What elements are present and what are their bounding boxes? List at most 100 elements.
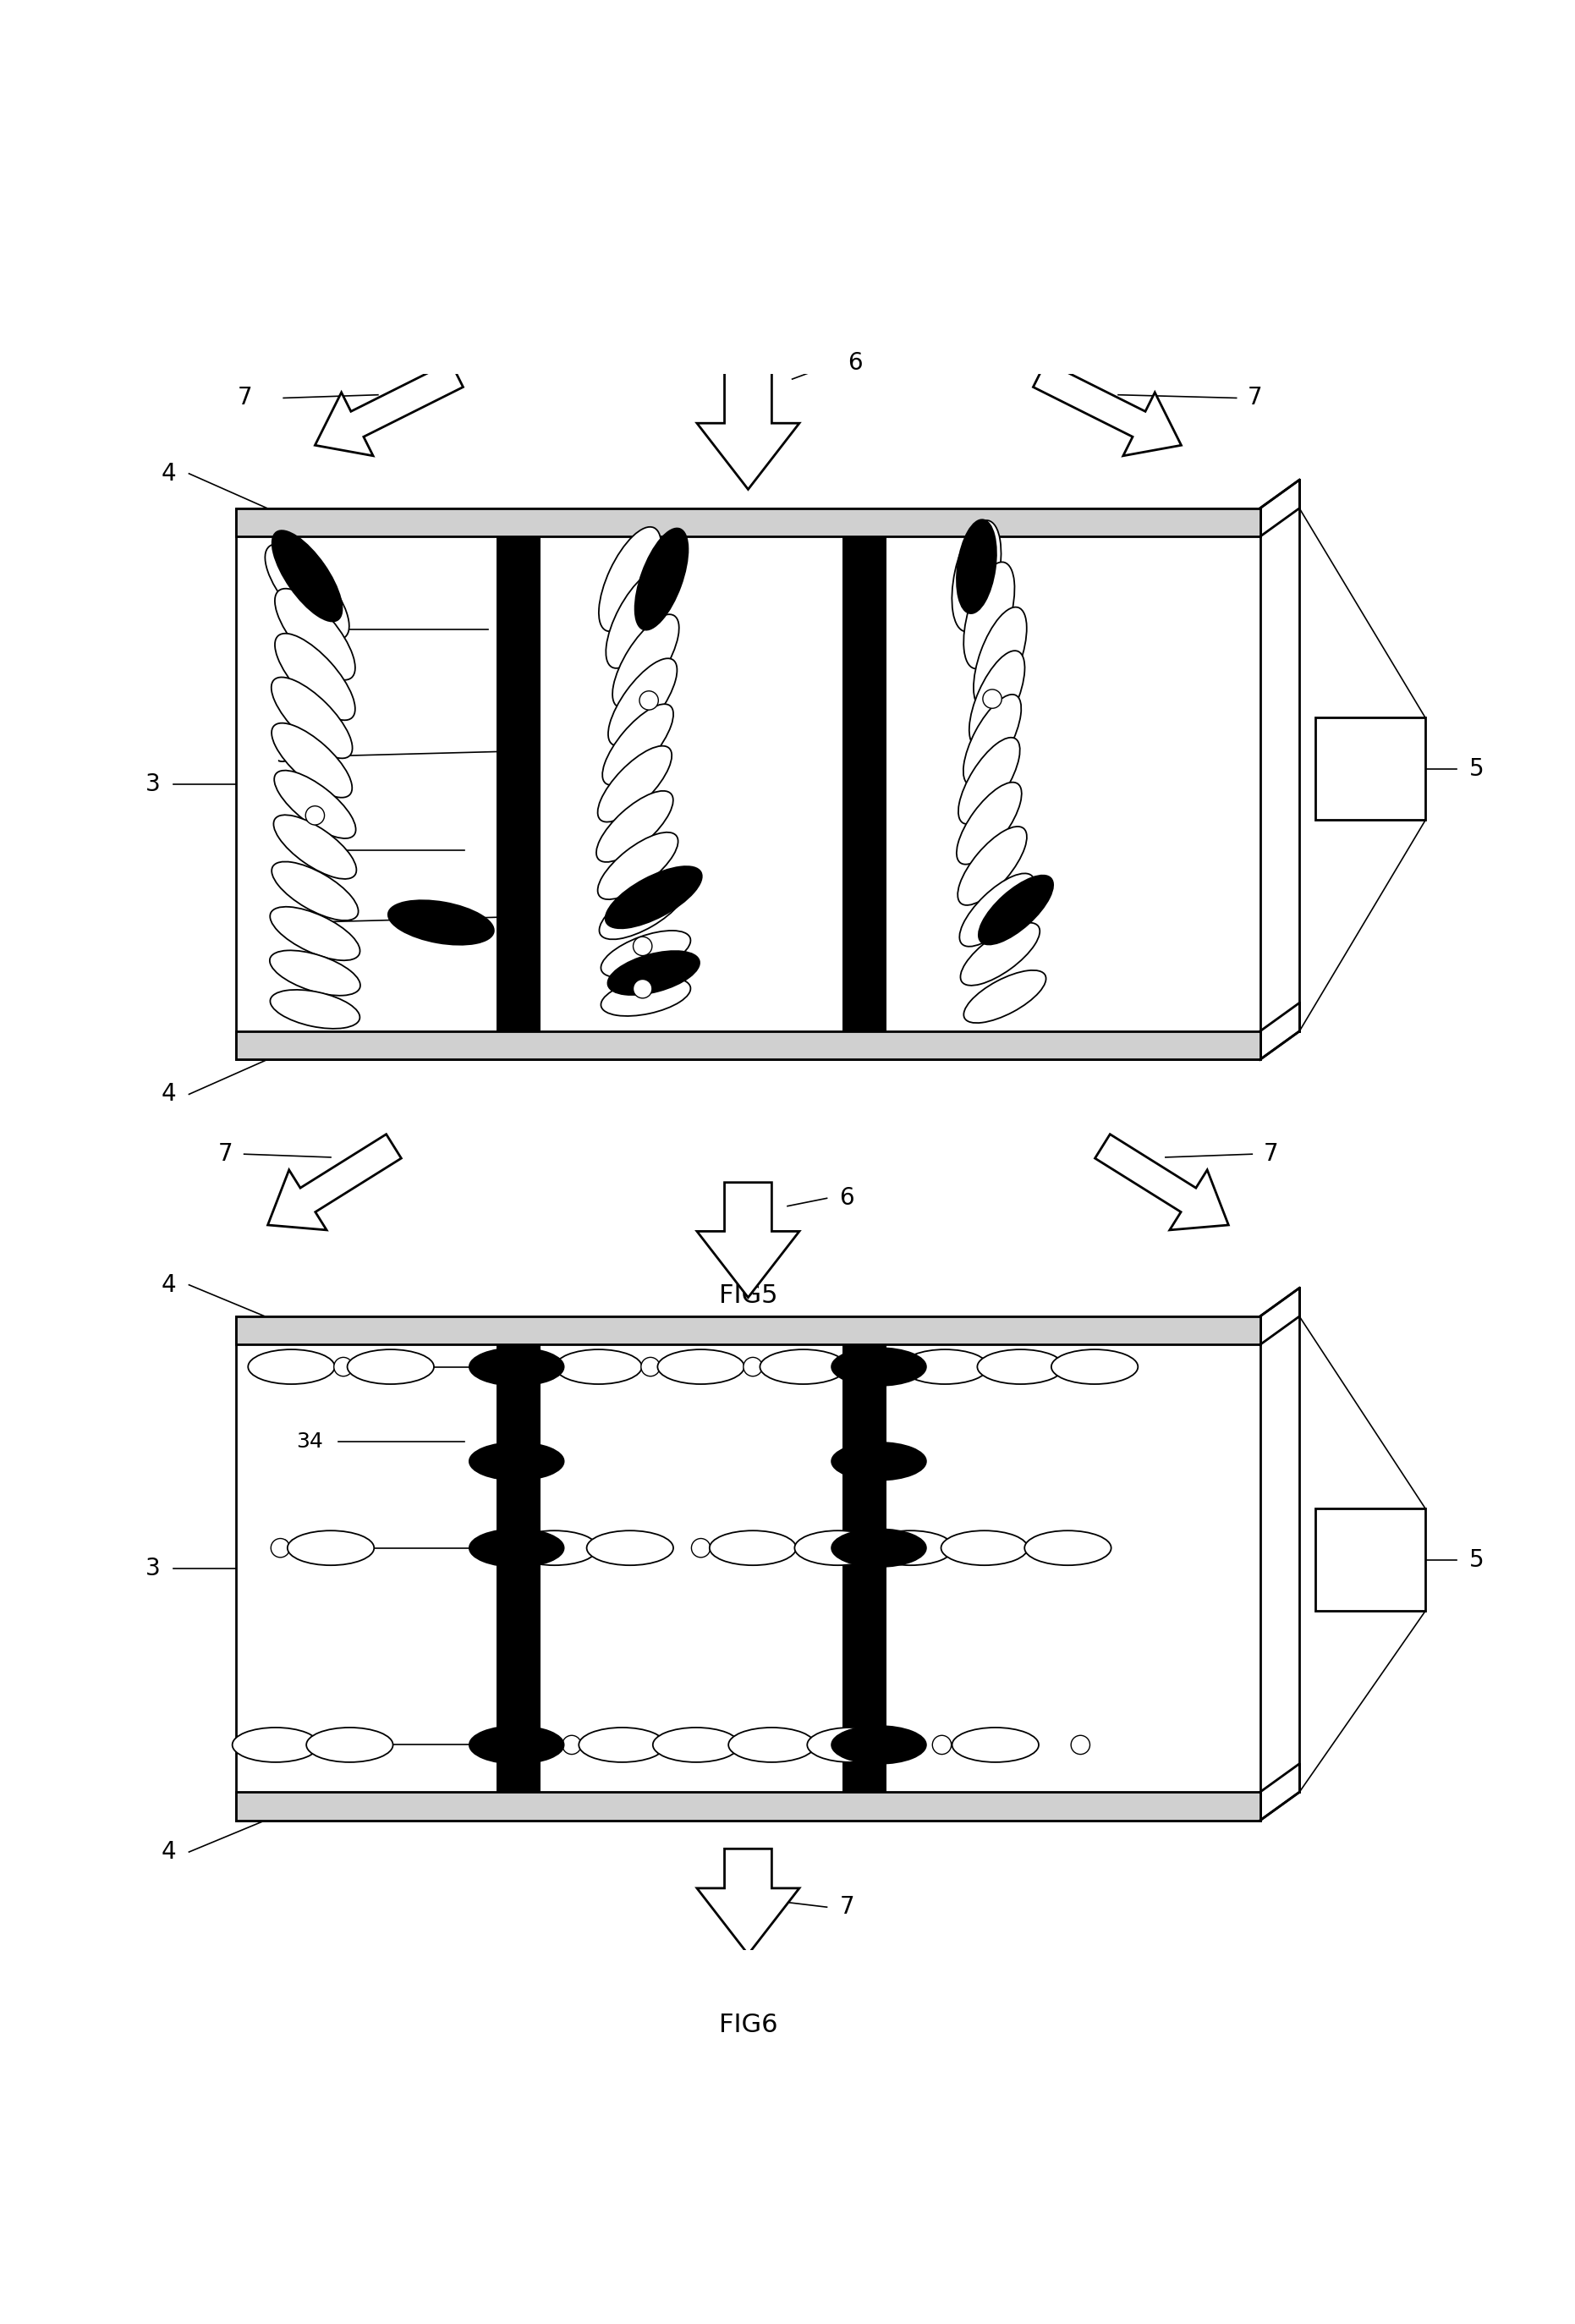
Ellipse shape bbox=[586, 1532, 674, 1566]
Ellipse shape bbox=[964, 969, 1046, 1023]
Ellipse shape bbox=[598, 528, 662, 632]
Ellipse shape bbox=[961, 923, 1040, 985]
Ellipse shape bbox=[951, 521, 1002, 632]
Text: 4: 4 bbox=[162, 462, 176, 486]
Ellipse shape bbox=[469, 1529, 564, 1566]
Ellipse shape bbox=[287, 1532, 375, 1566]
Ellipse shape bbox=[598, 881, 687, 939]
Text: 4: 4 bbox=[162, 1274, 176, 1297]
Ellipse shape bbox=[608, 951, 699, 995]
Text: 7: 7 bbox=[238, 386, 252, 409]
Text: 34: 34 bbox=[296, 1432, 323, 1452]
Circle shape bbox=[562, 1736, 581, 1755]
Bar bbox=[843, 537, 887, 1032]
Ellipse shape bbox=[956, 783, 1022, 865]
Text: 7: 7 bbox=[839, 1896, 854, 1920]
Ellipse shape bbox=[901, 1350, 989, 1385]
Ellipse shape bbox=[959, 874, 1035, 946]
Bar bbox=[496, 537, 540, 1032]
Ellipse shape bbox=[265, 544, 350, 639]
Ellipse shape bbox=[269, 951, 361, 995]
Text: FIG5: FIG5 bbox=[718, 1283, 778, 1308]
Ellipse shape bbox=[806, 1727, 895, 1762]
Ellipse shape bbox=[652, 1727, 740, 1762]
Ellipse shape bbox=[635, 528, 688, 630]
Ellipse shape bbox=[276, 634, 354, 720]
Ellipse shape bbox=[976, 1350, 1065, 1385]
Ellipse shape bbox=[1052, 1350, 1137, 1385]
Ellipse shape bbox=[271, 862, 359, 920]
Ellipse shape bbox=[269, 906, 361, 960]
Ellipse shape bbox=[964, 695, 1021, 786]
Ellipse shape bbox=[794, 1532, 882, 1566]
Polygon shape bbox=[1033, 363, 1181, 456]
Ellipse shape bbox=[832, 1348, 926, 1385]
Bar bbox=[236, 509, 1260, 1060]
Ellipse shape bbox=[271, 723, 353, 797]
Circle shape bbox=[334, 1357, 353, 1376]
Circle shape bbox=[691, 1538, 710, 1557]
Ellipse shape bbox=[958, 737, 1021, 825]
Ellipse shape bbox=[469, 1727, 564, 1764]
Circle shape bbox=[983, 690, 1002, 709]
Ellipse shape bbox=[832, 1443, 926, 1480]
Ellipse shape bbox=[578, 1727, 666, 1762]
Ellipse shape bbox=[597, 746, 673, 823]
Ellipse shape bbox=[973, 607, 1027, 709]
Ellipse shape bbox=[832, 1529, 926, 1566]
Ellipse shape bbox=[274, 588, 356, 681]
Ellipse shape bbox=[387, 899, 495, 946]
Ellipse shape bbox=[951, 1727, 1040, 1762]
Ellipse shape bbox=[602, 704, 674, 786]
Bar bbox=[496, 1346, 540, 1792]
Bar bbox=[843, 1346, 887, 1792]
Ellipse shape bbox=[605, 867, 702, 927]
Ellipse shape bbox=[510, 1532, 598, 1566]
Ellipse shape bbox=[249, 1350, 334, 1385]
Ellipse shape bbox=[728, 1727, 816, 1762]
Ellipse shape bbox=[274, 772, 356, 839]
Ellipse shape bbox=[978, 876, 1054, 944]
Ellipse shape bbox=[956, 521, 997, 614]
Ellipse shape bbox=[942, 1532, 1027, 1566]
Polygon shape bbox=[696, 370, 799, 490]
Ellipse shape bbox=[613, 614, 679, 709]
Polygon shape bbox=[696, 1183, 799, 1297]
Ellipse shape bbox=[964, 562, 1014, 669]
Ellipse shape bbox=[597, 790, 673, 862]
Text: 32: 32 bbox=[276, 1538, 302, 1557]
Circle shape bbox=[641, 1357, 660, 1376]
Text: FIG6: FIG6 bbox=[718, 2013, 778, 2038]
Text: 7: 7 bbox=[219, 1143, 233, 1167]
Ellipse shape bbox=[709, 1532, 795, 1566]
Circle shape bbox=[633, 937, 652, 955]
Circle shape bbox=[743, 1357, 762, 1376]
Circle shape bbox=[1071, 1736, 1090, 1755]
Bar bbox=[236, 1792, 1260, 1820]
Circle shape bbox=[271, 1538, 290, 1557]
Text: 6: 6 bbox=[847, 351, 862, 374]
Bar bbox=[1315, 1508, 1425, 1611]
Text: 31: 31 bbox=[285, 911, 312, 932]
Ellipse shape bbox=[602, 976, 690, 1016]
Text: 6: 6 bbox=[839, 1185, 854, 1211]
Ellipse shape bbox=[658, 1350, 745, 1385]
Bar bbox=[236, 509, 1260, 537]
Ellipse shape bbox=[233, 1727, 318, 1762]
Bar bbox=[236, 1032, 1260, 1060]
Text: 3: 3 bbox=[145, 1557, 161, 1580]
Text: 33: 33 bbox=[285, 621, 312, 639]
Text: 31: 31 bbox=[276, 1734, 302, 1755]
Ellipse shape bbox=[469, 1348, 564, 1385]
Circle shape bbox=[633, 978, 652, 999]
Ellipse shape bbox=[608, 658, 677, 746]
Ellipse shape bbox=[832, 1727, 926, 1764]
Polygon shape bbox=[1095, 1134, 1228, 1229]
Ellipse shape bbox=[958, 827, 1027, 904]
Ellipse shape bbox=[271, 990, 359, 1030]
Circle shape bbox=[932, 1736, 951, 1755]
Ellipse shape bbox=[606, 569, 669, 669]
Ellipse shape bbox=[759, 1350, 847, 1385]
Ellipse shape bbox=[969, 651, 1025, 746]
Ellipse shape bbox=[346, 1350, 433, 1385]
